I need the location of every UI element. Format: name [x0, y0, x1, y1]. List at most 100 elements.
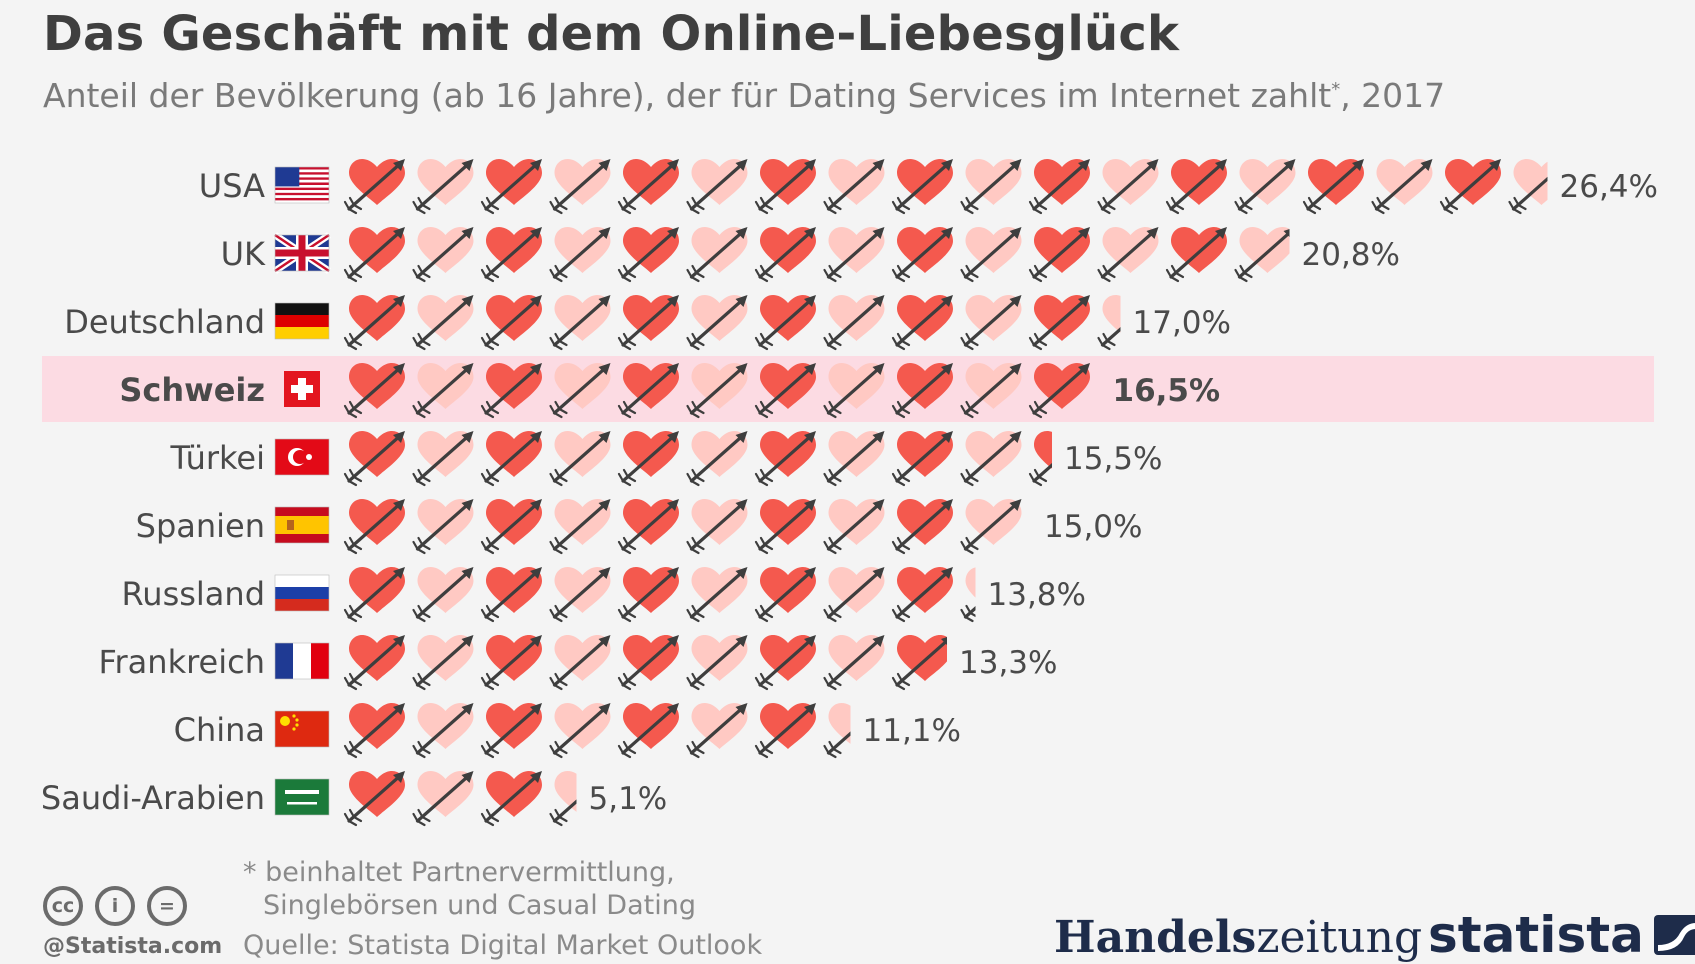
heart-light-icon [412, 499, 474, 555]
heart-light-icon [960, 159, 1022, 215]
heart-icon [343, 499, 405, 555]
heart-icon [480, 363, 542, 419]
subtitle-year: , 2017 [1340, 76, 1446, 115]
heart-light-icon [823, 295, 885, 351]
heart-light-icon [960, 227, 1022, 283]
by-icon[interactable]: i [95, 886, 135, 926]
heart-light-icon [823, 635, 885, 691]
heart-icon [1028, 159, 1090, 215]
heart-icon [480, 771, 542, 827]
heart-icon [617, 567, 679, 623]
heart-icon [891, 567, 953, 623]
heart-icon [891, 295, 953, 351]
heart-light-icon [823, 499, 885, 555]
heart-light-icon [823, 227, 885, 283]
flag-china-icon [274, 710, 330, 748]
heart-icon [343, 363, 405, 419]
value-label: 20,8% [1302, 237, 1400, 273]
value-label: 26,4% [1560, 169, 1658, 205]
heart-icon [617, 227, 679, 283]
heart-icon [617, 363, 679, 419]
heart-icon [480, 227, 542, 283]
footnote-line-2: Singlebörsen und Casual Dating [263, 890, 696, 921]
heart-icon [1165, 227, 1227, 283]
heart-icon [891, 635, 947, 691]
heart-light-icon [549, 771, 577, 827]
chart-row: USA 26,4% [199, 159, 1658, 215]
handelszeitung-logo[interactable]: Handelszeitung [1054, 912, 1422, 963]
heart-light-icon [686, 499, 748, 555]
heart-light-icon [1371, 159, 1433, 215]
category-label: China [174, 711, 265, 749]
heart-light-icon [686, 703, 748, 759]
heart-light-icon [823, 567, 885, 623]
statista-logo[interactable]: statista [1428, 906, 1695, 964]
heart-light-icon [1097, 159, 1159, 215]
heart-light-icon [823, 363, 885, 419]
heart-icon [754, 227, 816, 283]
heart-light-icon [686, 431, 748, 487]
heart-icon [1028, 227, 1090, 283]
heart-light-icon [960, 431, 1022, 487]
heart-icon [891, 499, 953, 555]
category-label: Schweiz [119, 371, 265, 409]
heart-icon [480, 159, 542, 215]
heart-icon [480, 703, 542, 759]
chart-row: Türkei 15,5% [169, 431, 1162, 487]
value-label: 15,0% [1044, 509, 1142, 545]
heart-light-icon [960, 363, 1022, 419]
heart-light-icon [412, 771, 474, 827]
heart-light-icon [412, 159, 474, 215]
flag-france-icon [274, 642, 330, 680]
heart-light-icon [549, 159, 611, 215]
heart-light-icon [1097, 295, 1121, 351]
heart-light-icon [549, 499, 611, 555]
value-label: 11,1% [863, 713, 961, 749]
statista-credit[interactable]: @Statista.com [43, 934, 223, 959]
category-label: Saudi-Arabien [41, 779, 265, 817]
cc-icon[interactable]: cc [43, 886, 83, 926]
flag-russia-icon [274, 574, 330, 612]
chart-row: Schweiz 16,5% [42, 356, 1654, 422]
heart-light-icon [549, 363, 611, 419]
heart-icon [617, 159, 679, 215]
heart-light-icon [823, 703, 851, 759]
heart-icon [343, 159, 405, 215]
heart-light-icon [549, 295, 611, 351]
heart-light-icon [960, 499, 1022, 555]
nd-icon[interactable]: = [147, 886, 187, 926]
category-label: Frankreich [98, 643, 265, 681]
chart-row: Saudi-Arabien 5,1% [41, 771, 667, 827]
heart-icon [754, 363, 816, 419]
heart-light-icon [412, 227, 474, 283]
footnote-line-1: * beinhaltet Partnervermittlung, [243, 857, 675, 888]
category-label: USA [199, 167, 265, 205]
heart-icon [891, 159, 953, 215]
flag-saudi-arabia-icon [274, 778, 330, 816]
heart-light-icon [412, 431, 474, 487]
heart-light-icon [549, 703, 611, 759]
chart-row: Deutschland 17,0% [64, 295, 1231, 351]
subtitle-footnote-mark: * [1331, 79, 1341, 100]
heart-light-icon [960, 295, 1022, 351]
heart-icon [343, 771, 405, 827]
chart-title: Das Geschäft mit dem Online-Liebesglück [43, 6, 1180, 62]
chart-row: Spanien 15,0% [136, 499, 1142, 555]
flag-spain-icon [274, 506, 330, 544]
chart-row: Russland 13,8% [121, 567, 1086, 623]
heart-icon [480, 635, 542, 691]
heart-icon [754, 567, 816, 623]
category-label: Deutschland [64, 303, 265, 341]
category-label: Spanien [136, 507, 265, 545]
chart-row: Frankreich 13,3% [98, 635, 1057, 691]
heart-icon [617, 431, 679, 487]
heart-icon [891, 431, 953, 487]
handelszeitung-logo-bold: Handels [1054, 912, 1257, 963]
heart-icon [1165, 159, 1227, 215]
heart-light-icon [686, 567, 748, 623]
heart-light-icon [412, 567, 474, 623]
heart-icon [343, 567, 405, 623]
value-label: 17,0% [1133, 305, 1231, 341]
value-label: 13,3% [959, 645, 1057, 681]
heart-light-icon [412, 703, 474, 759]
